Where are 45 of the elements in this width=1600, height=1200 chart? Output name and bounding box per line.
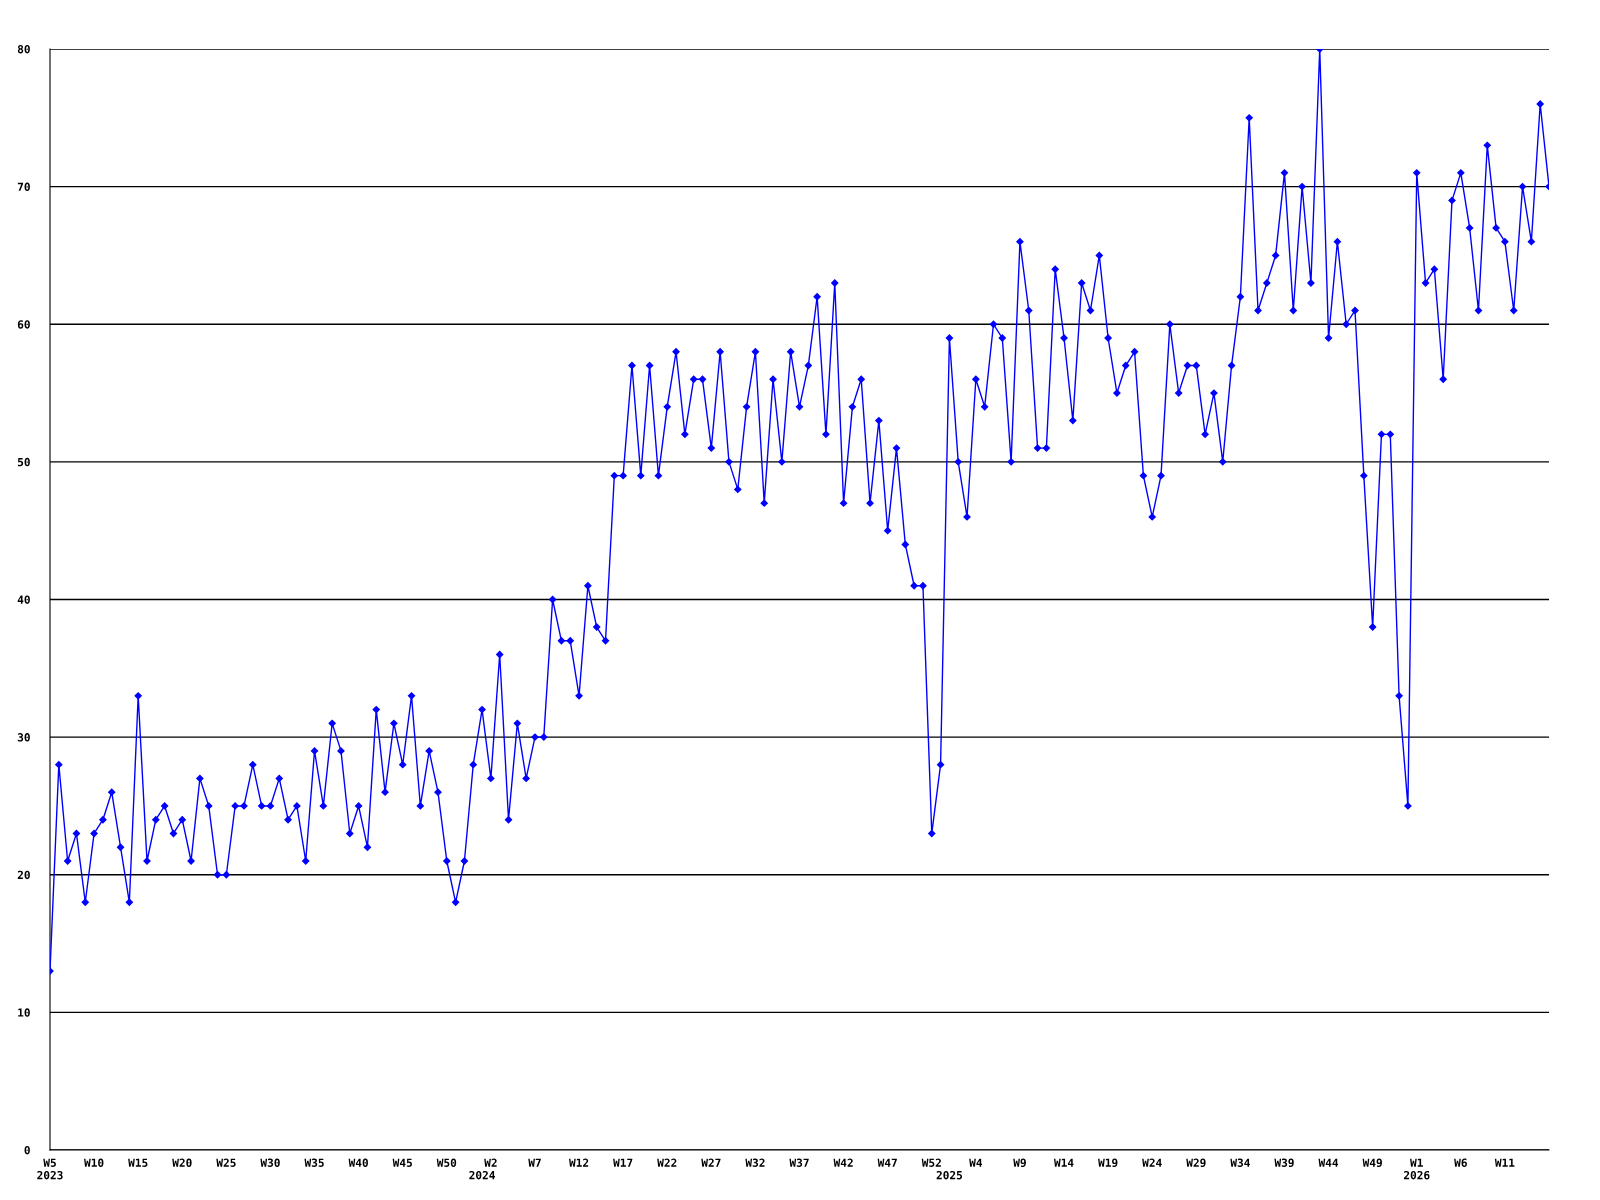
x-tick-label: W45 — [392, 1158, 412, 1167]
x-tick-label: W25 — [216, 1158, 236, 1167]
x-tick-label: W20 — [172, 1158, 192, 1167]
x-tick-label: W47 — [877, 1158, 897, 1167]
x-tick-label: W5 2023 — [37, 1158, 63, 1180]
x-tick-label: W22 — [657, 1158, 677, 1167]
x-tick-label: W19 — [1098, 1158, 1118, 1167]
x-tick-label: W30 — [260, 1158, 280, 1167]
x-tick-label: W40 — [348, 1158, 368, 1167]
x-tick-label: W39 — [1274, 1158, 1294, 1167]
x-tick-label: W11 — [1494, 1158, 1515, 1167]
x-tick-label: W44 — [1318, 1158, 1339, 1167]
y-tick-label: 70 — [17, 182, 30, 191]
y-tick-label: 30 — [17, 733, 30, 742]
x-tick-label: 2025 — [936, 1170, 963, 1180]
x-tick-label: W34 — [1230, 1158, 1250, 1167]
y-tick-label: 80 — [17, 44, 30, 54]
y-tick-label: 10 — [18, 1008, 30, 1017]
x-tick-label: W29 — [1186, 1158, 1206, 1167]
x-tick-label: W24 — [1142, 1158, 1162, 1167]
y-tick-label: 50 — [17, 457, 30, 467]
x-tick-label: W14 — [1054, 1158, 1074, 1167]
x-tick-label: W1 2026 — [1403, 1158, 1430, 1180]
x-tick-label: W7 — [528, 1158, 541, 1167]
x-tick-label: W6 — [1454, 1158, 1467, 1167]
x-tick-label: W35 — [304, 1158, 324, 1167]
x-tick-label: W49 — [1362, 1158, 1382, 1167]
y-tick-label: 20 — [17, 870, 30, 880]
x-tick-label: W15 — [128, 1158, 148, 1167]
y-tick-label: 40 — [17, 595, 30, 604]
x-tick-label: W27 — [701, 1158, 721, 1167]
x-tick-label: W52 — [921, 1158, 941, 1167]
x-tick-label: W12 — [569, 1158, 589, 1167]
y-tick-label: 0 — [24, 1145, 30, 1155]
x-tick-label: W37 — [789, 1158, 809, 1167]
y-tick-label: 60 — [17, 320, 30, 329]
x-tick-label: W32 — [745, 1158, 765, 1167]
x-tick-label: W2 — [484, 1158, 497, 1167]
x-tick-label: W9 — [1013, 1158, 1026, 1167]
x-tick-label: 2024 — [469, 1170, 495, 1180]
x-tick-label: W50 — [436, 1158, 457, 1167]
x-tick-label: W42 — [833, 1158, 853, 1167]
x-tick-label: W17 — [613, 1158, 633, 1167]
x-tick-label: W10 — [84, 1158, 104, 1167]
x-tick-label: W4 — [969, 1158, 983, 1167]
